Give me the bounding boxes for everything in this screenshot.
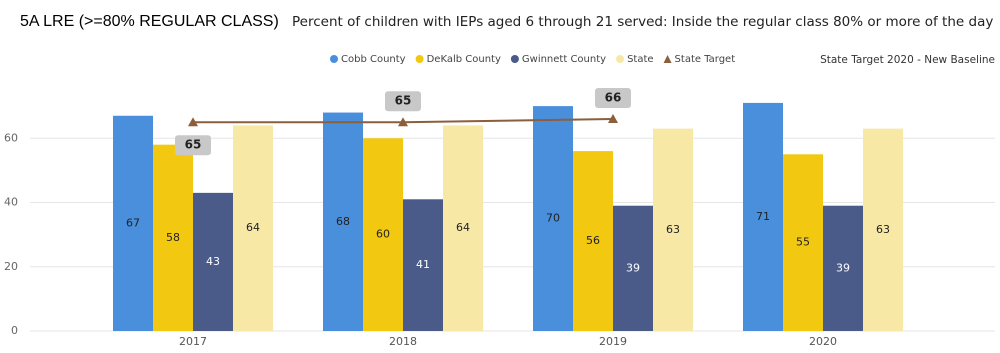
legend-label: State Target: [675, 54, 736, 65]
y-tick-label: 20: [4, 260, 18, 273]
data-label: 68: [336, 215, 350, 228]
target-marker: [608, 113, 618, 123]
data-label: 67: [126, 216, 140, 229]
legend-marker: [415, 55, 424, 63]
target-marker: [188, 117, 198, 127]
legend-marker: [616, 55, 625, 63]
bar: [823, 205, 863, 331]
bar: [613, 205, 653, 331]
data-label: 39: [626, 261, 640, 274]
data-label: 43: [206, 255, 220, 268]
bar: [193, 192, 233, 331]
x-tick-label: 2020: [809, 335, 837, 348]
target-marker: [398, 117, 408, 127]
bar: [363, 138, 403, 331]
data-label: 63: [666, 223, 680, 236]
chart-title: 5A LRE (>=80% REGULAR CLASS): [20, 13, 279, 30]
bar: [323, 112, 363, 331]
label-box: [175, 135, 211, 156]
data-label: 56: [586, 234, 600, 247]
bar: [403, 199, 443, 331]
data-label: 60: [376, 228, 390, 241]
data-label: 64: [246, 221, 260, 234]
note: State Target 2020 - New Baseline: [820, 54, 995, 66]
data-label: 55: [796, 236, 810, 249]
bar: [743, 102, 783, 331]
legend-label: Gwinnett County: [522, 54, 606, 65]
legend-label: DeKalb County: [427, 54, 501, 65]
bar: [533, 106, 573, 331]
label-box: [385, 91, 421, 112]
y-tick-label: 0: [11, 324, 18, 337]
bar: [653, 128, 693, 331]
data-label: 65: [395, 94, 412, 108]
legend-marker: [330, 55, 338, 63]
data-label: 58: [166, 231, 180, 244]
legend-label: Cobb County: [341, 54, 406, 65]
bar: [153, 144, 193, 331]
bar: [233, 125, 273, 332]
y-tick-label: 60: [4, 131, 18, 144]
data-label: 71: [756, 210, 770, 223]
legend-marker: [510, 55, 519, 63]
bar: [113, 115, 153, 331]
y-tick-label: 40: [4, 196, 18, 209]
bar: [863, 128, 903, 331]
data-label: 70: [546, 212, 560, 225]
data-label: 65: [185, 138, 202, 152]
label-box: [595, 87, 631, 108]
x-tick-label: 2019: [599, 335, 627, 348]
data-label: 64: [456, 221, 470, 234]
legend-marker: [663, 55, 672, 63]
data-label: 63: [876, 223, 890, 236]
bar: [443, 125, 483, 332]
x-tick-label: 2017: [179, 335, 207, 348]
data-label: 41: [416, 258, 430, 271]
bar: [783, 154, 823, 331]
x-tick-label: 2018: [389, 335, 417, 348]
legend-label: State: [627, 54, 653, 65]
data-label: 39: [836, 261, 850, 274]
bar: [573, 151, 613, 331]
chart-subtitle: Percent of children with IEPs aged 6 thr…: [292, 14, 993, 30]
data-label: 66: [605, 90, 622, 104]
